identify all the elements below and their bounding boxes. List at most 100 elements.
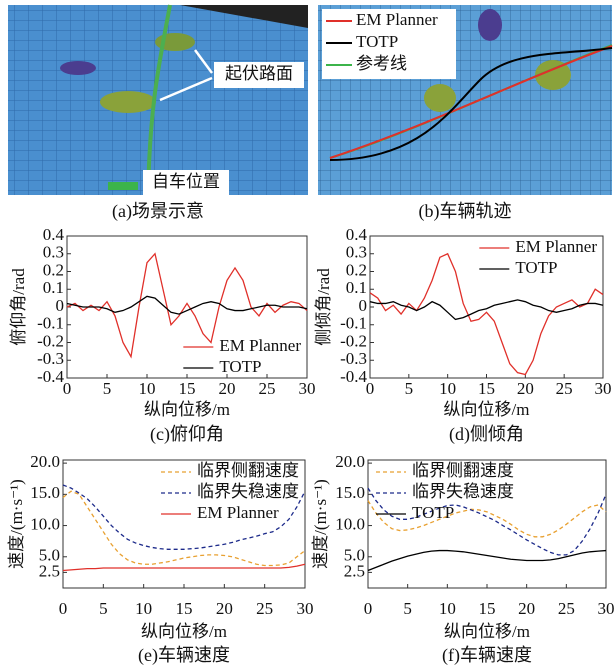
x-tick-label: 0 — [364, 599, 373, 618]
x-axis-label: 纵向位移/m — [144, 400, 230, 419]
x-tick-label: 20 — [517, 379, 534, 398]
series-line — [66, 295, 308, 315]
scene-panel-b: EM Planner TOTP 参考线 (b)车辆轨迹 — [318, 5, 613, 222]
label-box — [214, 62, 304, 88]
y-tick-label: 0.1 — [43, 278, 64, 297]
scene-image — [8, 5, 308, 195]
y-tick-label: 0.4 — [346, 225, 368, 244]
x-tick-label: 0 — [366, 379, 375, 398]
caption: (d)侧倾角 — [449, 424, 524, 445]
dip — [60, 61, 96, 75]
series-line — [367, 549, 607, 572]
y-tick-label: 15.0 — [30, 483, 60, 502]
x-tick-label: 5 — [403, 599, 412, 618]
x-axis-label: 纵向位移/m — [141, 622, 227, 641]
x-tick-label: 15 — [179, 379, 196, 398]
caption: (c)俯仰角 — [150, 424, 224, 445]
y-tick-label: 2.5 — [39, 561, 60, 580]
x-tick-label: 25 — [256, 599, 273, 618]
y-tick-label: 0.2 — [43, 260, 64, 279]
em-path — [329, 45, 613, 159]
bump — [535, 60, 571, 90]
x-tick-label: 10 — [135, 599, 152, 618]
y-axis-label: 速度/(m·s⁻¹) — [7, 479, 26, 569]
scene-label: 起伏路面 — [225, 64, 293, 83]
y-tick-label: 2.5 — [344, 561, 365, 580]
legend-label: TOTP — [515, 258, 557, 277]
y-tick-label: -0.4 — [37, 367, 64, 386]
series-line — [62, 563, 306, 572]
series-line — [367, 487, 607, 556]
legend-label: EM Planner — [356, 10, 438, 29]
chart: 2.55.0 10.0 15.0 20.0 0 5 10 15 20 25 30 纵向位移/m 速度/(… — [311, 452, 614, 666]
label-box — [143, 170, 229, 196]
x-tick-label: 5 — [405, 379, 414, 398]
series-line — [367, 500, 607, 538]
y-tick-label: 20.0 — [335, 452, 365, 471]
caption: (e)车辆速度 — [138, 645, 230, 666]
x-axis-label: 纵向位移/m — [444, 622, 530, 641]
x-tick-label: 10 — [439, 599, 456, 618]
scene-label: 自车位置 — [152, 172, 220, 191]
y-tick-label: -0.1 — [340, 314, 367, 333]
legend-label: EM Planner — [197, 503, 279, 522]
chart: -0.4-0.3-0.2-0.100.10.20.30.40 5 10 15 20 25 3… — [9, 225, 316, 445]
x-tick-label: 10 — [439, 379, 456, 398]
x-tick-label: 30 — [598, 599, 614, 618]
y-tick-label: 0.4 — [43, 225, 65, 244]
y-tick-label: 15.0 — [335, 483, 365, 502]
bump — [424, 84, 456, 112]
y-axis-label: 俯仰角/rad — [9, 268, 28, 346]
x-tick-label: 25 — [556, 379, 573, 398]
legend-label: TOTP — [219, 357, 261, 376]
scene-sky — [180, 5, 308, 28]
y-tick-label: 0 — [359, 296, 368, 315]
series-line — [62, 484, 306, 550]
y-tick-label: -0.2 — [340, 331, 367, 350]
chart: -0.4-0.3-0.2-0.100.10.20.30.40 5 10 15 20 25 3… — [314, 225, 612, 445]
y-tick-label: -0.3 — [340, 349, 367, 368]
plot-frame — [369, 235, 604, 379]
y-tick-label: 0.3 — [43, 243, 64, 262]
legend-label: 参考线 — [356, 54, 407, 73]
y-tick-label: 5.0 — [344, 546, 365, 565]
legend: EM Planner TOTP 参考线 — [326, 10, 438, 73]
legend-label: TOTP — [412, 503, 454, 522]
legend-label: EM Planner — [515, 237, 597, 256]
x-tick-label: 30 — [595, 379, 612, 398]
x-tick-label: 25 — [259, 379, 276, 398]
y-tick-label: 10.0 — [335, 514, 365, 533]
x-tick-label: 0 — [63, 379, 72, 398]
legend-label: 临界失稳速度 — [412, 482, 514, 501]
x-tick-label: 10 — [139, 379, 156, 398]
x-tick-label: 15 — [479, 599, 496, 618]
series-line — [369, 299, 604, 321]
series-line — [66, 252, 308, 359]
y-tick-label: -0.3 — [37, 349, 64, 368]
chart: 2.55.0 10.0 15.0 20.0 0 5 10 15 20 25 30 纵向位移/m 速度/(… — [7, 452, 314, 666]
legend-label: 临界侧翻速度 — [197, 461, 299, 480]
caption: (f)车辆速度 — [442, 645, 532, 666]
x-tick-label: 20 — [518, 599, 535, 618]
y-tick-label: 10.0 — [30, 514, 60, 533]
bump — [100, 91, 156, 113]
callout-arrow — [159, 49, 214, 102]
x-axis-label: 纵向位移/m — [444, 400, 530, 419]
legend-label: 临界侧翻速度 — [412, 461, 514, 480]
ego-vehicle — [108, 182, 138, 190]
y-axis-label: 侧倾角/rad — [314, 268, 333, 346]
caption: (a)场景示意 — [112, 201, 204, 222]
y-tick-label: 0.2 — [346, 260, 367, 279]
dip — [478, 9, 502, 41]
caption: (b)车辆轨迹 — [419, 201, 512, 222]
y-tick-label: 0.1 — [346, 278, 367, 297]
y-tick-label: -0.1 — [37, 314, 64, 333]
x-tick-label: 15 — [176, 599, 193, 618]
y-axis-label: 速度/(m·s⁻¹) — [311, 479, 330, 569]
scene-panel-a: 起伏路面 自车位置 (a)场景示意 — [8, 4, 308, 222]
y-tick-label: -0.2 — [37, 331, 64, 350]
y-tick-label: 0 — [56, 296, 65, 315]
series-line — [369, 252, 604, 376]
x-tick-label: 15 — [478, 379, 495, 398]
